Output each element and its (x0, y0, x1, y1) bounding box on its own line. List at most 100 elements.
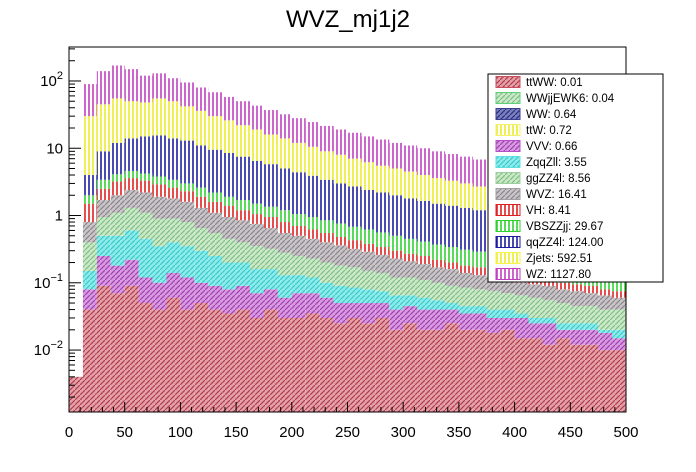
ggzz4l-bar (291, 256, 306, 276)
ttww-bar (110, 293, 125, 412)
legend-label-zjets: Zjets: 592.51 (526, 253, 592, 265)
legend-label-wvz: WVZ: 16.41 (526, 189, 587, 201)
vh-bar (166, 187, 181, 199)
vvv-bar (263, 289, 278, 310)
ttww-bar (361, 323, 376, 412)
qqzz4l-bar (180, 140, 195, 184)
ttww-bar (166, 297, 181, 412)
vbszzjj-bar (208, 192, 223, 202)
x-tick-label: 200 (279, 424, 304, 441)
vvv-bar (444, 309, 459, 324)
zqqzll-bar (417, 297, 432, 310)
ttww-bar (277, 317, 292, 412)
ggzz4l-bar (584, 306, 599, 324)
legend-swatch-vh (495, 204, 521, 216)
vbszzjj-bar (417, 241, 432, 257)
vbszzjj-bar (403, 238, 418, 254)
ttww-bar (69, 376, 83, 412)
vbszzjj-bar (277, 210, 292, 223)
ggzz4l-bar (375, 272, 390, 292)
zqqzll-bar (500, 309, 515, 318)
ttww-bar (403, 323, 418, 412)
vh-bar (152, 184, 167, 197)
zqqzll-bar (96, 235, 111, 257)
ggzz4l-bar (431, 282, 445, 301)
ttww-bar (472, 329, 487, 412)
wz-bar (472, 159, 487, 187)
vbszzjj-bar (180, 183, 195, 192)
wvz-bar (166, 198, 181, 219)
zqqzll-bar (250, 269, 264, 294)
wvz-bar (236, 220, 251, 243)
zjets-bar (277, 138, 292, 169)
vbszzjj-bar (138, 173, 153, 181)
qqzz4l-bar (152, 135, 167, 177)
vbszzjj-bar (389, 235, 404, 251)
vvv-bar (194, 282, 209, 304)
vbszzjj-bar (333, 223, 348, 237)
ttww-bar (319, 317, 334, 412)
zqqzll-bar (277, 275, 292, 298)
vh-bar (277, 222, 292, 233)
zjets-bar (152, 98, 167, 136)
wz-bar (208, 92, 223, 117)
x-tick-label: 250 (335, 424, 360, 441)
qqzz4l-bar (110, 142, 125, 175)
zqqzll-bar (556, 323, 571, 330)
qqzz4l-bar (263, 164, 278, 207)
ttww-bar (612, 350, 626, 412)
ttww-bar (333, 323, 348, 412)
ttww-bar (598, 350, 613, 412)
vh-bar (319, 232, 334, 243)
vvv-bar (403, 306, 418, 324)
x-tick-label: 300 (391, 424, 416, 441)
zjets-bar (375, 165, 390, 193)
zjets-bar (472, 186, 487, 211)
ttww-bar (138, 303, 153, 412)
wz-bar (124, 69, 139, 102)
zqqzll-bar (180, 246, 195, 278)
x-tick-label: 400 (502, 424, 527, 441)
vh-bar (347, 240, 362, 249)
ggzz4l-bar (444, 285, 459, 304)
ttww-bar (417, 329, 432, 412)
wvz-bar (542, 285, 557, 301)
zqqzll-bar (431, 300, 445, 310)
zjets-bar (166, 101, 181, 139)
zjets-bar (138, 102, 153, 137)
vbszzjj-bar (124, 170, 139, 179)
wvz-bar (138, 192, 153, 213)
wvz-bar (472, 275, 487, 290)
x-tick-label: 100 (168, 424, 193, 441)
ttww-bar (152, 309, 167, 412)
wz-bar (403, 145, 418, 172)
qqzz4l-bar (82, 175, 97, 196)
ggzz4l-bar (222, 238, 237, 263)
vvv-bar (612, 338, 626, 351)
zjets-bar (180, 106, 195, 141)
qqzz4l-bar (166, 138, 181, 180)
wz-bar (417, 148, 432, 176)
vh-bar (180, 191, 195, 202)
vh-bar (472, 267, 487, 276)
wz-bar (222, 96, 237, 121)
stacked-bars (69, 65, 626, 412)
ggzz4l-bar (180, 222, 195, 247)
vvv-bar (361, 303, 376, 324)
zqqzll-bar (389, 295, 404, 310)
vbszzjj-bar (458, 249, 473, 266)
ttww-bar (96, 285, 111, 412)
qqzz4l-bar (250, 160, 264, 204)
vvv-bar (236, 285, 251, 310)
ttww-bar (305, 313, 320, 412)
wz-bar (375, 139, 390, 166)
wz-bar (291, 118, 306, 143)
ggzz4l-bar (250, 246, 264, 270)
zjets-bar (319, 151, 334, 180)
x-tick-label: 350 (446, 424, 471, 441)
ggzz4l-bar (389, 277, 404, 296)
wz-bar (96, 71, 111, 105)
ttww-bar (222, 313, 237, 412)
vbszzjj-bar (96, 179, 111, 189)
